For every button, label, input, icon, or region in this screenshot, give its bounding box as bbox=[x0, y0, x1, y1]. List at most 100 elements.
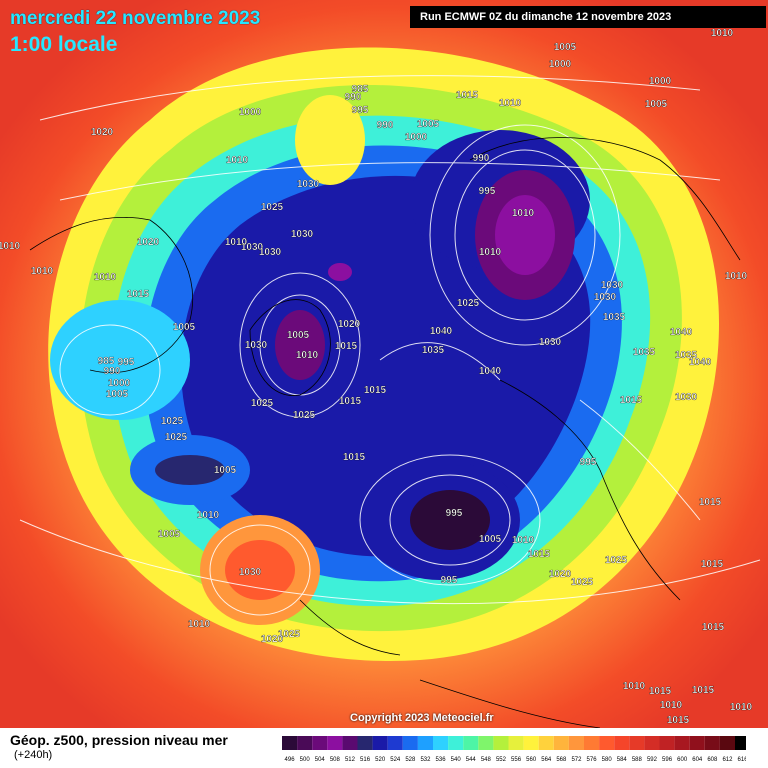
legend-tick-label: 552 bbox=[496, 757, 507, 763]
legend-tick-label: 572 bbox=[571, 757, 582, 763]
pressure-label: 1010 bbox=[188, 619, 211, 630]
legend-swatch bbox=[327, 736, 343, 750]
coastlines bbox=[29, 137, 741, 728]
pressure-label: 1030 bbox=[291, 229, 314, 240]
pressure-label: 1015 bbox=[343, 452, 366, 463]
legend-tick-label: 508 bbox=[330, 757, 341, 763]
legend-tick-label: 544 bbox=[466, 757, 477, 763]
legend-tick-label: 516 bbox=[360, 757, 371, 763]
pressure-label: 1030 bbox=[239, 567, 262, 578]
pressure-label: 985 bbox=[352, 84, 369, 95]
pressure-label: 1000 bbox=[405, 132, 428, 143]
legend-tick-label: 604 bbox=[692, 757, 703, 763]
pressure-label: 1005 bbox=[214, 465, 237, 476]
pressure-label: 1005 bbox=[479, 534, 502, 545]
pressure-label: 1015 bbox=[702, 622, 725, 633]
low-core-center bbox=[275, 310, 325, 380]
legend-swatch bbox=[674, 736, 690, 750]
pressure-label: 1035 bbox=[675, 350, 698, 361]
legend-swatch bbox=[735, 736, 746, 750]
pressure-label: 1025 bbox=[161, 416, 184, 427]
legend-tick-label: 616 bbox=[738, 757, 746, 763]
pressure-label: 1010 bbox=[225, 237, 248, 248]
legend-tick-label: 612 bbox=[722, 757, 733, 763]
pressure-label: 1025 bbox=[457, 298, 480, 309]
low-core-small bbox=[328, 263, 352, 281]
run-info: Run ECMWF 0Z du dimanche 12 novembre 202… bbox=[410, 6, 766, 28]
pressure-label: 1005 bbox=[287, 330, 310, 341]
pressure-label: 1025 bbox=[571, 577, 594, 588]
color-legend: 496 500 504 508 512 516 520 524 528 532 536 540 544 5… bbox=[282, 736, 746, 763]
pressure-label: 1015 bbox=[364, 385, 387, 396]
legend-tick-label: 580 bbox=[602, 757, 613, 763]
pressure-label: 990 bbox=[345, 92, 362, 103]
legend-swatch bbox=[417, 736, 433, 750]
pressure-label: 1015 bbox=[649, 686, 672, 697]
pressure-label: 1010 bbox=[499, 98, 522, 109]
legend-tick-label: 532 bbox=[420, 757, 431, 763]
pressure-label: 995 bbox=[580, 457, 597, 468]
legend-swatch bbox=[493, 736, 509, 750]
pressure-label: 1010 bbox=[197, 510, 220, 521]
legend-tick-label: 600 bbox=[677, 757, 688, 763]
legend-tick-label: 596 bbox=[662, 757, 673, 763]
pressure-label: 1010 bbox=[296, 350, 319, 361]
pressure-label: 1030 bbox=[601, 280, 624, 291]
pressure-label: 985 bbox=[98, 356, 115, 367]
pressure-label: 990 bbox=[473, 153, 490, 164]
pressure-label: 1015 bbox=[335, 341, 358, 352]
pressure-label: 1025 bbox=[278, 629, 301, 640]
pressure-label: 1025 bbox=[165, 432, 188, 443]
legend-swatch bbox=[689, 736, 705, 750]
legend-swatch bbox=[704, 736, 720, 750]
pressure-label: 995 bbox=[441, 575, 458, 586]
pressure-label: 1010 bbox=[512, 208, 535, 219]
legend-tick-label: 584 bbox=[617, 757, 628, 763]
legend-swatch bbox=[297, 736, 313, 750]
ridge-north bbox=[295, 95, 365, 185]
legend-swatch bbox=[599, 736, 615, 750]
legend-tick-label: 524 bbox=[390, 757, 401, 763]
pressure-label: 1015 bbox=[620, 395, 643, 406]
legend-swatch bbox=[584, 736, 600, 750]
pressure-label: 1020 bbox=[338, 319, 361, 330]
legend-tick-label: 568 bbox=[556, 757, 567, 763]
legend-swatch bbox=[644, 736, 660, 750]
legend-swatch bbox=[357, 736, 373, 750]
pressure-label: 1005 bbox=[158, 529, 181, 540]
pressure-label: 1010 bbox=[31, 266, 54, 277]
pressure-label: 1020 bbox=[137, 237, 160, 248]
pressure-label: 1005 bbox=[417, 119, 440, 130]
legend-tick-label: 556 bbox=[511, 757, 522, 763]
pressure-label: 1005 bbox=[106, 389, 129, 400]
pressure-label: 1005 bbox=[554, 42, 577, 53]
legend-tick-label: 540 bbox=[451, 757, 462, 763]
legend-tick-label: 592 bbox=[647, 757, 658, 763]
legend-swatch bbox=[433, 736, 449, 750]
field-name: Géop. z500, pression niveau mer bbox=[10, 732, 228, 748]
pressure-label: 1010 bbox=[730, 702, 753, 713]
pressure-label: 1010 bbox=[660, 700, 683, 711]
legend-swatch bbox=[312, 736, 328, 750]
legend-tick-label: 536 bbox=[436, 757, 447, 763]
pressure-label: 1040 bbox=[689, 357, 712, 368]
legend-swatch bbox=[463, 736, 479, 750]
pressure-label: 1015 bbox=[456, 90, 479, 101]
legend-swatch bbox=[387, 736, 403, 750]
legend-swatch bbox=[342, 736, 358, 750]
low-core-sw bbox=[155, 455, 225, 485]
legend-swatch bbox=[629, 736, 645, 750]
legend-tick-label: 608 bbox=[707, 757, 718, 763]
legend-tick-label: 528 bbox=[405, 757, 416, 763]
legend-swatch bbox=[719, 736, 735, 750]
pressure-label: 1025 bbox=[261, 202, 284, 213]
legend-tick-label: 504 bbox=[315, 757, 326, 763]
pressure-label: 1020 bbox=[261, 634, 284, 645]
pressure-label: 1010 bbox=[512, 535, 535, 546]
pressure-label: 1010 bbox=[623, 681, 646, 692]
legend-tick-label: 560 bbox=[526, 757, 537, 763]
pressure-label: 1035 bbox=[422, 345, 445, 356]
legend-tick-label: 576 bbox=[587, 757, 598, 763]
legend-swatch bbox=[614, 736, 630, 750]
